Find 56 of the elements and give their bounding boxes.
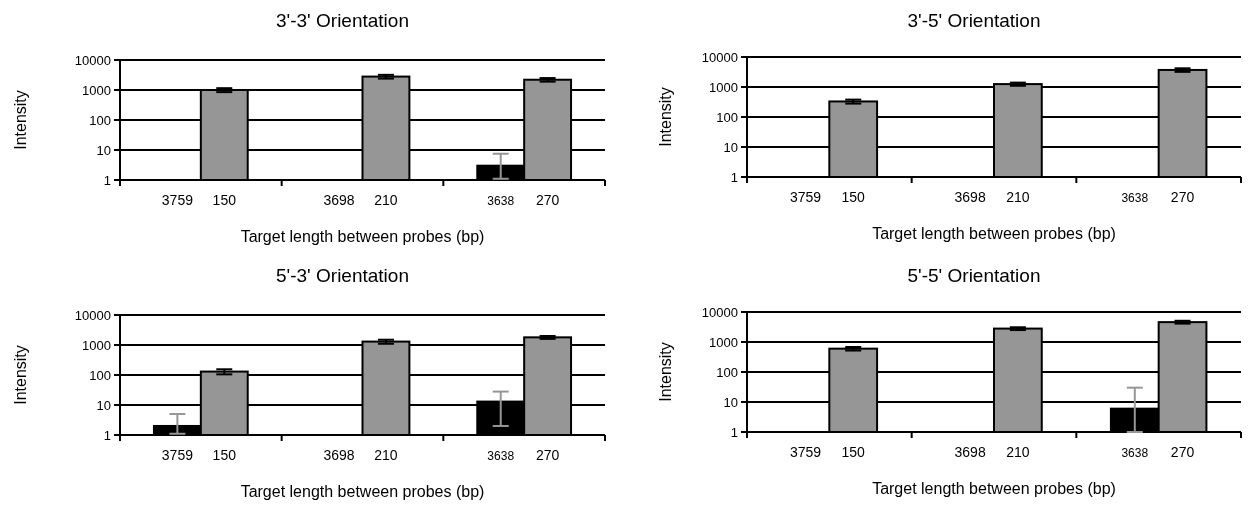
y-tick-label: 100	[716, 109, 738, 125]
x-tick-label: 3698	[954, 444, 986, 460]
y-tick-label: 10000	[701, 49, 738, 65]
y-tick-label: 1	[730, 169, 738, 185]
x-tick-label: 150	[212, 447, 237, 463]
y-tick-label: 10000	[701, 304, 738, 320]
x-axis-title: Target length between probes (bp)	[240, 483, 485, 500]
y-tick-label: 1000	[82, 82, 111, 98]
x-tick-label: 3698	[954, 189, 986, 205]
x-tick-label: 270	[535, 447, 560, 463]
y-tick-label: 10	[723, 139, 738, 155]
x-tick-label: 3638	[487, 449, 515, 463]
x-axis-title: Target length between probes (bp)	[240, 228, 485, 245]
x-tick-label: 210	[374, 192, 398, 208]
y-tick-label: 100	[89, 112, 111, 128]
y-tick-label: 1000	[709, 334, 738, 350]
chart-title: 5'-3' Orientation	[276, 265, 409, 286]
x-tick-label: 3759	[161, 447, 194, 463]
x-tick-label: 3638	[1121, 446, 1149, 460]
x-axis-title: Target length between probes (bp)	[872, 480, 1116, 497]
x-tick-label: 150	[841, 444, 866, 460]
x-axis-title: Target length between probes (bp)	[872, 225, 1116, 242]
y-axis-title: Intensity	[12, 345, 29, 405]
y-tick-label: 10000	[74, 52, 111, 68]
x-tick-label: 210	[1006, 444, 1030, 460]
chart-title: 3'-5' Orientation	[907, 10, 1041, 31]
y-tick-label: 100	[89, 367, 111, 383]
y-tick-label: 1	[103, 172, 111, 188]
y-tick-label: 10	[96, 397, 111, 413]
y-tick-label: 10	[723, 394, 738, 410]
chart-title: 3'-3' Orientation	[276, 10, 409, 31]
y-axis-title: Intensity	[657, 342, 674, 402]
x-tick-label: 3638	[487, 194, 515, 208]
x-tick-label: 3698	[323, 447, 355, 463]
y-axis-title: Intensity	[12, 90, 29, 150]
y-tick-label: 1	[730, 424, 738, 440]
y-tick-label: 10000	[74, 307, 111, 323]
x-tick-label: 270	[535, 192, 560, 208]
y-tick-label: 1	[103, 427, 111, 443]
y-tick-label: 1000	[709, 79, 738, 95]
x-tick-label: 3638	[1121, 191, 1149, 205]
y-tick-label: 100	[716, 364, 738, 380]
x-tick-label: 150	[212, 192, 237, 208]
chart-title: 5'-5' Orientation	[907, 265, 1041, 286]
x-tick-label: 210	[1006, 189, 1030, 205]
y-axis-title: Intensity	[657, 87, 674, 147]
x-tick-label: 150	[841, 189, 866, 205]
x-tick-label: 3759	[789, 189, 822, 205]
x-tick-label: 3759	[161, 192, 194, 208]
x-tick-label: 3698	[323, 192, 355, 208]
x-tick-label: 210	[374, 447, 398, 463]
y-tick-label: 10	[96, 142, 111, 158]
x-tick-label: 3759	[789, 444, 822, 460]
x-tick-label: 270	[1170, 189, 1195, 205]
y-tick-label: 1000	[82, 337, 111, 353]
x-tick-label: 270	[1170, 444, 1195, 460]
